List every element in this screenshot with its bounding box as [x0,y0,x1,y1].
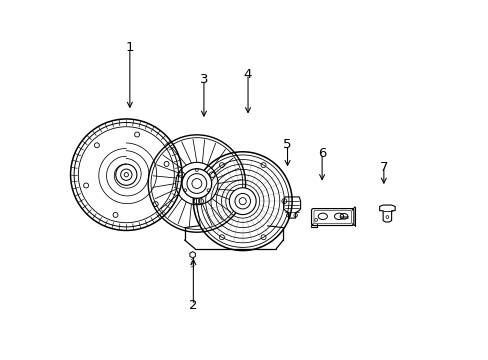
Text: 2: 2 [189,299,197,312]
Text: 4: 4 [244,68,252,81]
Circle shape [182,169,211,198]
Circle shape [229,188,256,215]
Text: 3: 3 [199,73,208,86]
Text: 1: 1 [125,41,134,54]
Text: 7: 7 [379,161,387,174]
Circle shape [193,152,291,251]
Text: 6: 6 [317,147,325,160]
Text: 5: 5 [283,138,291,151]
Circle shape [124,172,128,177]
Circle shape [70,119,182,230]
Circle shape [148,135,245,232]
